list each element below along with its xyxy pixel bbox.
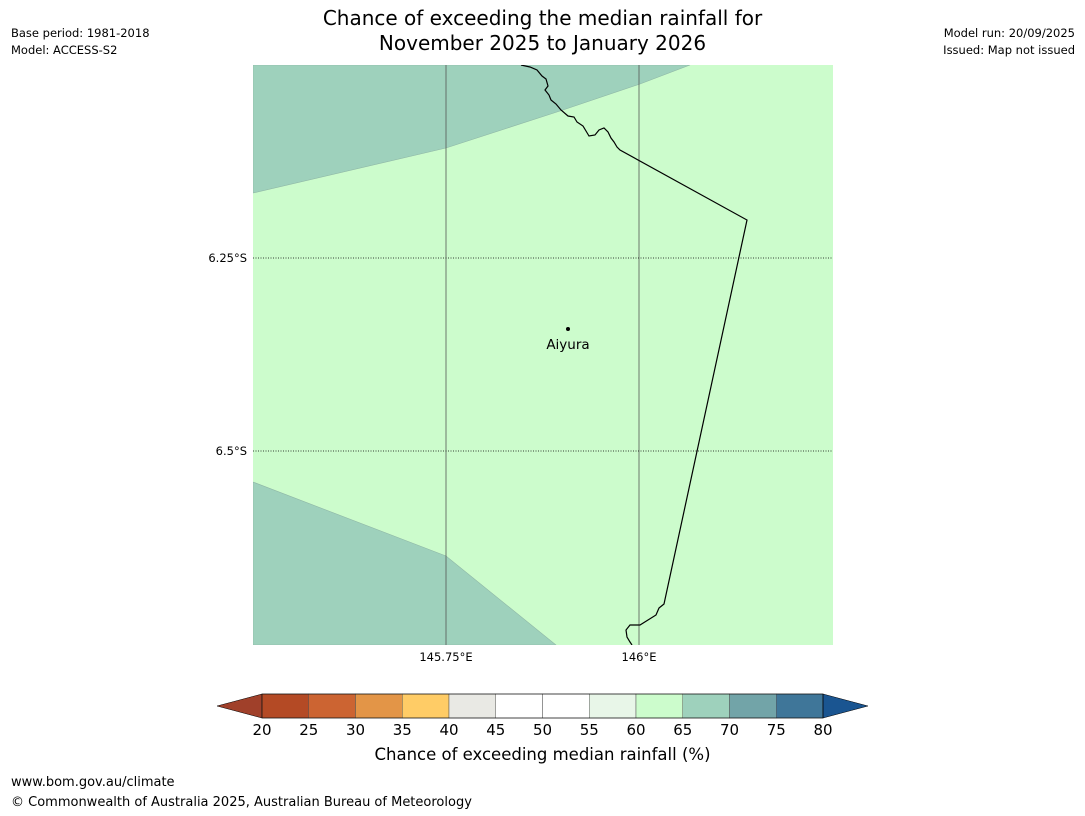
- title-line-1: Chance of exceeding the median rainfall …: [322, 6, 763, 30]
- colorbar-extend-high: [822, 693, 869, 719]
- colorbar-label: Chance of exceeding median rainfall (%): [374, 745, 711, 764]
- colorbar-tick-label: 30: [346, 721, 365, 739]
- base-period-text: Base period: 1981-2018: [11, 26, 150, 40]
- issued-text: Issued: Map not issued: [943, 43, 1075, 57]
- aiyura-label: Aiyura: [546, 337, 589, 353]
- colorbar-segment: [448, 693, 496, 719]
- map-title: Chance of exceeding the median rainfall …: [0, 6, 1085, 56]
- region-65-70-south: [253, 481, 557, 645]
- colorbar-segment: [682, 693, 730, 719]
- colorbar-segment: [308, 693, 356, 719]
- footer-copyright: © Commonwealth of Australia 2025, Austra…: [11, 795, 472, 810]
- region-65-70-north: [253, 65, 691, 194]
- colorbar-segment: [261, 693, 309, 719]
- model-info: Base period: 1981-2018 Model: ACCESS-S2: [11, 25, 150, 59]
- colorbar-segment: [542, 693, 590, 719]
- colorbar-segment: [776, 693, 824, 719]
- run-info: Model run: 20/09/2025 Issued: Map not is…: [943, 25, 1075, 59]
- title-line-2: November 2025 to January 2026: [378, 31, 707, 55]
- model-text: Model: ACCESS-S2: [11, 43, 118, 57]
- aiyura-marker: [566, 327, 570, 331]
- lon-label-145-75: 145.75°E: [419, 650, 472, 664]
- colorbar-segment: [589, 693, 637, 719]
- colorbar: 20 25 30 35 40 45 50 55 60 65 70 75 80: [216, 693, 869, 739]
- colorbar-tick-label: 45: [486, 721, 505, 739]
- map-area: [253, 65, 833, 645]
- model-run-text: Model run: 20/09/2025: [943, 26, 1075, 40]
- colorbar-tick-label: 80: [813, 721, 832, 739]
- colorbar-outline: [261, 693, 824, 719]
- colorbar-extend-low: [216, 693, 263, 719]
- colorbar-segment: [635, 693, 683, 719]
- colorbar-tick-label: 55: [580, 721, 599, 739]
- lon-label-146: 146°E: [622, 650, 657, 664]
- colorbar-tick-label: 60: [626, 721, 645, 739]
- colorbar-tick-label: 50: [533, 721, 552, 739]
- colorbar-segment: [495, 693, 543, 719]
- border-line: [520, 65, 748, 645]
- colorbar-tick-label: 70: [720, 721, 739, 739]
- colorbar-tick-label: 35: [393, 721, 412, 739]
- colorbar-tick-label: 25: [299, 721, 318, 739]
- colorbar-segment: [729, 693, 777, 719]
- lat-label-6-25: 6.25°S: [208, 251, 247, 265]
- colorbar-tick-label: 40: [439, 721, 458, 739]
- colorbar-tick-label: 75: [767, 721, 786, 739]
- footer-url: www.bom.gov.au/climate: [11, 775, 175, 790]
- colorbar-tick-label: 20: [252, 721, 271, 739]
- colorbar-tick-label: 65: [673, 721, 692, 739]
- colorbar-segment: [355, 693, 403, 719]
- colorbar-segment: [402, 693, 450, 719]
- lat-label-6-5: 6.5°S: [216, 444, 247, 458]
